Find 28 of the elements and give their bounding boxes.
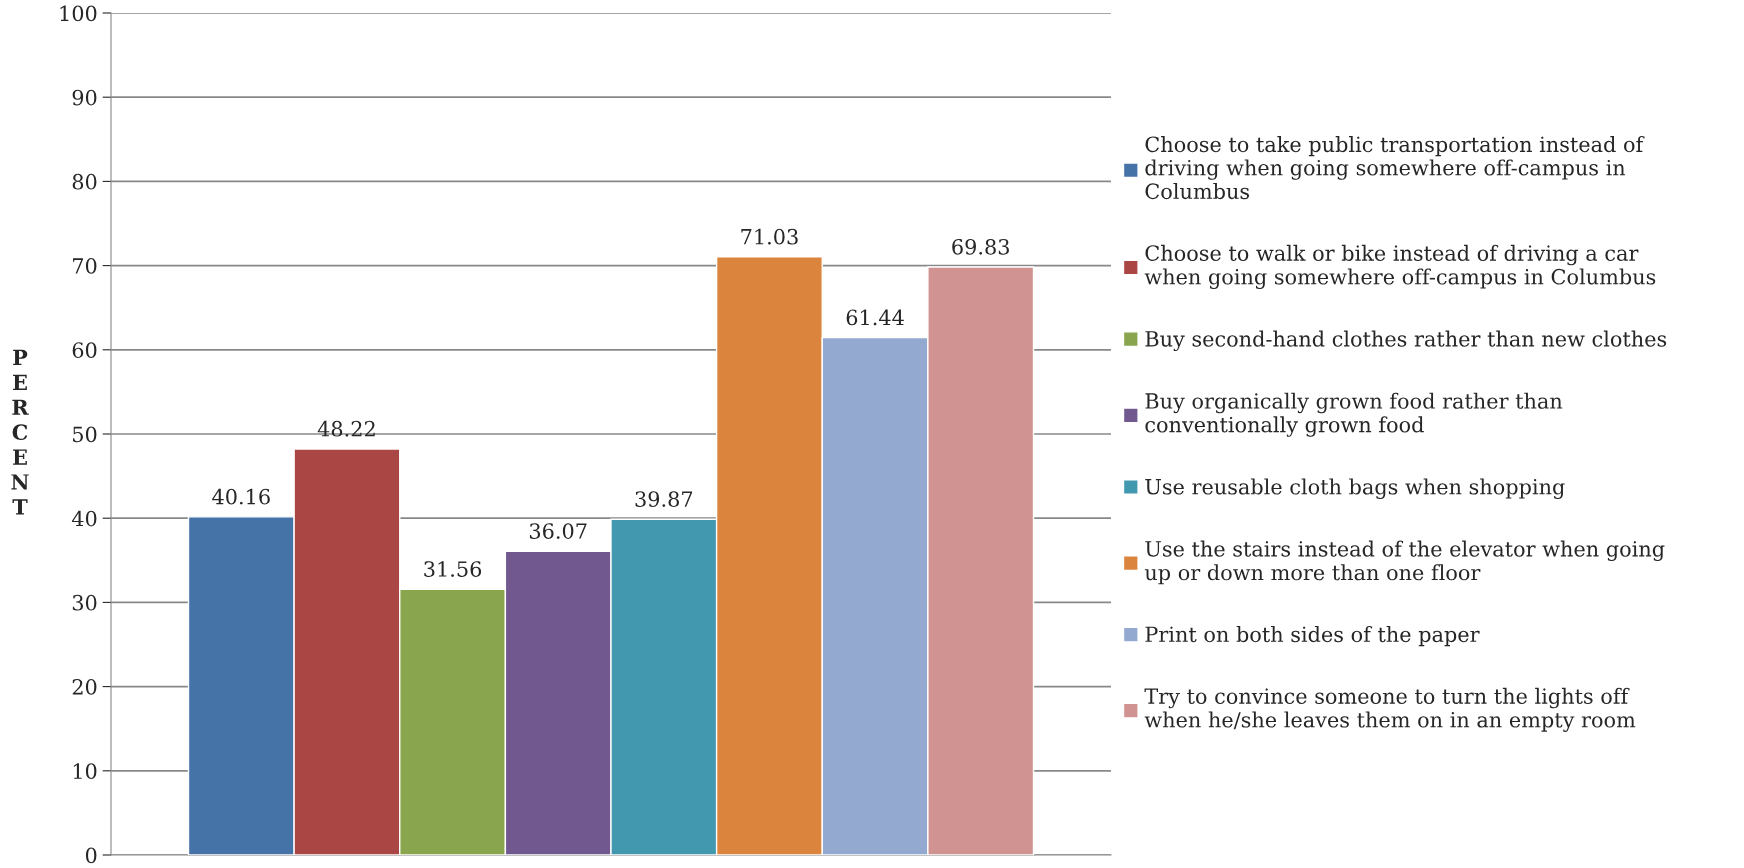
legend-label: Use reusable cloth bags when shopping [1145, 478, 1565, 499]
legend-label: Choose to walk or bike instead of driving a car when going somewhere off-campus in Columbus [1144, 244, 1656, 289]
y-tick-label: 60 [72, 342, 97, 359]
data-label: 39.87 [635, 491, 693, 507]
data-label: 48.22 [317, 420, 375, 437]
y-tick-label: 90 [72, 89, 97, 106]
y-tick-label: 10 [73, 763, 97, 780]
y-tick-label: 30 [72, 594, 97, 611]
legend-label: Choose to take public transportation instead of driving when going somewhere off-campus in Columbus [1145, 136, 1645, 200]
data-label: 31.56 [424, 561, 482, 577]
legend-label: Print on both sides of the paper [1145, 626, 1480, 647]
legend-label: Buy organically grown food rather than conventionally grown food [1145, 392, 1563, 437]
data-label: 69.83 [952, 238, 1009, 255]
legend-label: Try to convince someone to turn the lights off when he/she leaves them on in an empty room [1144, 687, 1636, 732]
legend-label: Use the stairs instead of the elevator when going up or down more than one floor [1144, 540, 1665, 585]
y-axis-title: PERCENT [11, 349, 29, 515]
y-tick-label: 100 [60, 5, 97, 22]
y-tick-label: 50 [73, 426, 97, 443]
data-label: 71.03 [741, 228, 798, 245]
y-tick-label: 0 [85, 847, 97, 864]
y-tick-label: 20 [72, 679, 97, 695]
data-label: 40.16 [212, 488, 270, 505]
data-label: 36.07 [529, 523, 587, 539]
y-tick-label: 40 [71, 510, 97, 527]
y-tick-label: 70 [73, 258, 97, 274]
y-tick-label: 80 [72, 173, 97, 190]
legend-label: Buy second-hand clothes rather than new clothes [1145, 330, 1667, 352]
data-label: 61.44 [846, 309, 904, 326]
